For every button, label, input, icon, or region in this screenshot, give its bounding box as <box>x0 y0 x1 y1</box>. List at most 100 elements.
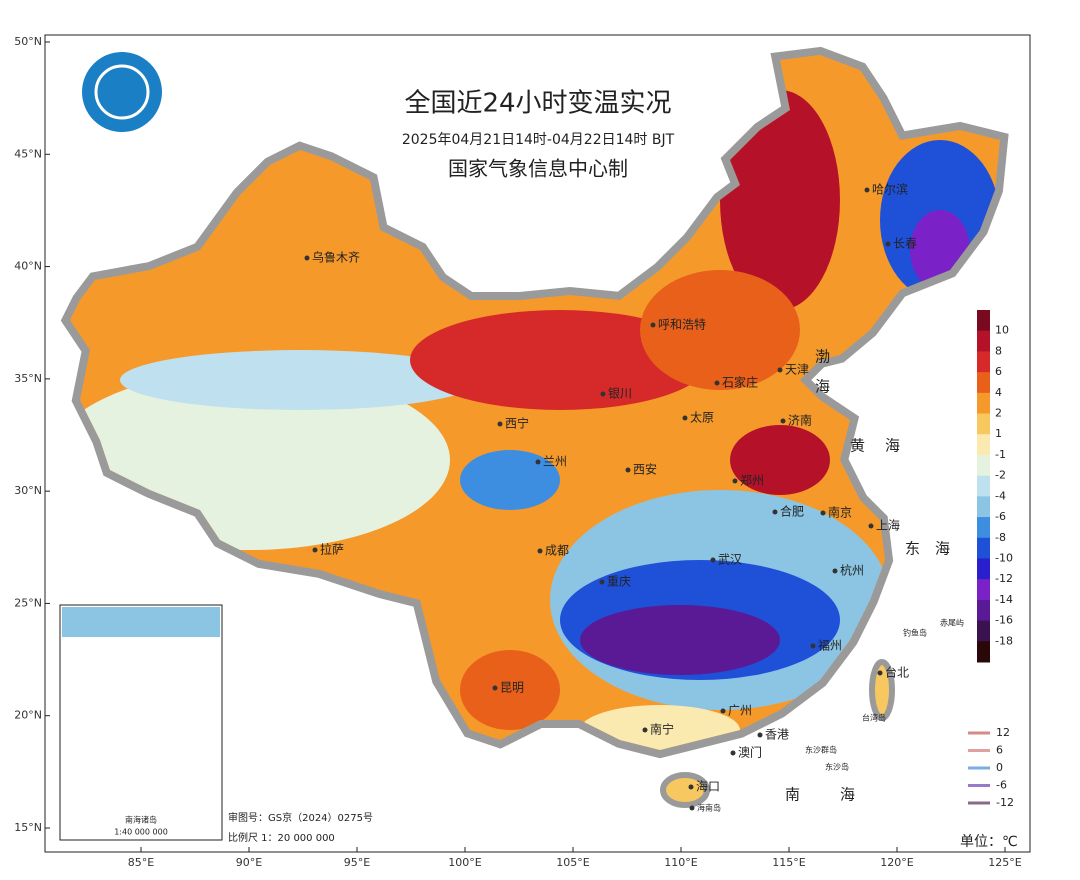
city-dot <box>864 187 870 193</box>
city-dot <box>600 391 606 397</box>
city-dot <box>732 478 738 484</box>
city-label: 哈尔滨 <box>872 182 908 197</box>
colorbar-box <box>977 351 990 373</box>
lat-label: 30°N <box>14 484 42 497</box>
lon-label: 120°E <box>880 856 913 869</box>
sea-label: 海 <box>935 540 950 558</box>
colorbar-label: -18 <box>995 634 1013 647</box>
city-label: 郑州 <box>740 473 764 488</box>
contour-label: 6 <box>996 744 1003 757</box>
city-dot <box>710 557 716 563</box>
island-label: 赤尾屿 <box>940 619 964 628</box>
city-label: 太原 <box>690 410 714 425</box>
colorbar-box <box>977 475 990 497</box>
colorbar-box <box>977 537 990 559</box>
contour-label: -6 <box>996 779 1007 792</box>
city-label: 澳门 <box>738 745 762 760</box>
city-label: 武汉 <box>718 553 742 567</box>
city-dot <box>877 670 883 676</box>
city-label: 杭州 <box>840 563 864 578</box>
city-dot <box>720 708 726 714</box>
island-label: 钓鱼岛 <box>903 628 927 638</box>
colorbar-box <box>977 413 990 435</box>
city-label: 兰州 <box>543 455 567 469</box>
inset-field <box>62 607 220 637</box>
city-label: 西宁 <box>505 416 529 431</box>
city-dot <box>312 547 318 553</box>
lon-label: 115°E <box>772 856 805 869</box>
lat-label: 40°N <box>14 260 42 273</box>
colorbar-label: -14 <box>995 593 1013 606</box>
city-dot <box>730 750 736 756</box>
lon-label: 110°E <box>664 856 697 869</box>
colorbar-label: -12 <box>995 572 1013 585</box>
island-label: 台湾岛 <box>862 713 886 723</box>
contour-label: 12 <box>996 726 1010 739</box>
colorbar-label: -6 <box>995 510 1006 523</box>
city-dot <box>885 241 891 247</box>
colorbar-label: -1 <box>995 448 1006 461</box>
city-dot <box>650 322 656 328</box>
lon-label: 105°E <box>556 856 589 869</box>
colorbar-label: -10 <box>995 551 1013 564</box>
city-label: 长春 <box>893 237 917 251</box>
colorbar-label: -8 <box>995 531 1006 544</box>
city-dot <box>832 568 838 574</box>
city-label: 成都 <box>545 544 569 558</box>
city-dot <box>537 548 543 554</box>
lat-label: 25°N <box>14 596 42 609</box>
title: 全国近24小时变温实况 <box>404 89 671 119</box>
contour-label: -12 <box>996 796 1014 809</box>
taiwan <box>869 659 895 721</box>
sea-label: 黄 <box>850 437 865 455</box>
colorbar-label: 2 <box>995 407 1002 420</box>
colorbar-box <box>977 517 990 539</box>
colorbar-box <box>977 330 990 352</box>
city-dot <box>625 467 631 473</box>
lon-label: 90°E <box>236 856 262 869</box>
colorbar-label: 1 <box>995 427 1002 440</box>
city-label: 南宁 <box>650 722 674 737</box>
sea-label: 东 <box>905 540 920 558</box>
city-label: 上海 <box>876 518 900 533</box>
colorbar-label: 4 <box>995 386 1002 399</box>
inset-scale: 1:40 000 000 <box>114 828 168 837</box>
island-label: 东沙岛 <box>825 762 849 772</box>
colorbar-label: -4 <box>995 489 1006 502</box>
sea-label: 海 <box>840 786 855 804</box>
city-dot <box>772 509 778 515</box>
city-label: 济南 <box>788 413 812 428</box>
sea-label: 南 <box>785 786 800 804</box>
city-dot <box>492 685 498 691</box>
colorbar-box <box>977 496 990 518</box>
inset-frame <box>59 604 223 841</box>
scale: 比例尺 1：20 000 000 <box>228 831 335 844</box>
lon-label: 85°E <box>128 856 154 869</box>
colorbar-label: -2 <box>995 469 1006 482</box>
city-dot <box>682 415 688 421</box>
colorbar-box <box>977 434 990 456</box>
colorbar-box <box>977 558 990 580</box>
contour-label: 0 <box>996 761 1003 774</box>
city-dot <box>810 643 816 649</box>
city-label: 拉萨 <box>320 542 344 557</box>
colorbar-box <box>977 599 990 622</box>
logo <box>82 52 162 132</box>
city-dot <box>642 727 648 733</box>
city-label: 广州 <box>728 704 752 718</box>
city-label: 合肥 <box>780 504 804 519</box>
colorbar-box <box>977 620 990 642</box>
city-dot <box>714 380 720 386</box>
city-dot <box>688 784 694 790</box>
colorbar-label: 6 <box>995 365 1002 378</box>
city-dot <box>599 579 605 585</box>
city-dot <box>757 732 763 738</box>
hainan <box>660 772 710 808</box>
city-label: 西安 <box>633 462 657 477</box>
city-label: 香港 <box>765 728 789 742</box>
subtitle: 2025年04月21日14时-04月22日14时 BJT <box>402 132 675 148</box>
lat-label: 50°N <box>14 35 42 48</box>
city-label: 天津 <box>785 363 809 377</box>
approval: 审图号：GS京（2024）0275号 <box>228 811 373 824</box>
